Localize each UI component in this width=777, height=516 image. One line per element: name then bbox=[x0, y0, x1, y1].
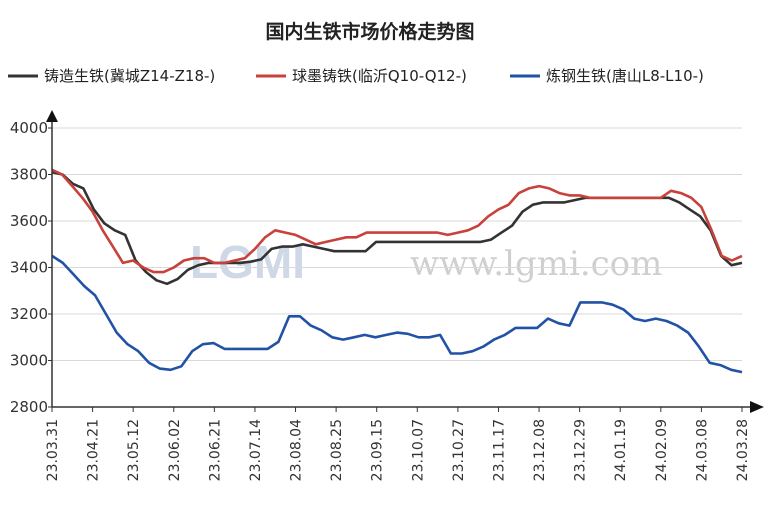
x-tick-label: 23.04.21 bbox=[86, 419, 102, 481]
legend-label-1: 铸造生铁(冀城Z14-Z18-) bbox=[44, 67, 215, 85]
x-tick-label: 23.08.25 bbox=[329, 419, 345, 481]
series-line-3 bbox=[51, 254, 743, 374]
x-tick-label: 23.07.14 bbox=[248, 419, 264, 481]
x-tick-label: 23.03.31 bbox=[45, 419, 61, 481]
y-axis-arrow bbox=[46, 110, 58, 122]
x-tick-label: 23.06.21 bbox=[207, 419, 223, 481]
x-tick-label: 23.05.12 bbox=[126, 419, 142, 481]
y-tick-label: 3000 bbox=[10, 352, 48, 370]
chart-title: 国内生铁市场价格走势图 bbox=[265, 20, 474, 43]
series-line-2 bbox=[51, 168, 743, 274]
grid bbox=[52, 127, 742, 361]
legend-label-3: 炼钢生铁(唐山L8-L10-) bbox=[546, 67, 704, 85]
y-tick-label: 3800 bbox=[10, 166, 48, 184]
x-tick-label: 24.03.28 bbox=[735, 419, 751, 481]
y-tick-label: 4000 bbox=[10, 119, 48, 137]
x-tick-label: 23.06.02 bbox=[167, 419, 183, 481]
x-axis-ticks: 23.03.31 23.04.21 23.05.12 23.06.02 23.06.21… bbox=[45, 407, 751, 481]
y-tick-label: 2800 bbox=[10, 398, 48, 416]
x-tick-label: 23.12.29 bbox=[573, 419, 589, 481]
axes bbox=[46, 110, 764, 413]
x-tick-label: 24.03.08 bbox=[694, 419, 710, 481]
x-tick-label: 23.08.04 bbox=[289, 419, 305, 481]
x-tick-label: 23.12.08 bbox=[532, 419, 548, 481]
watermark-url: www.lgmi.com bbox=[410, 244, 662, 284]
y-tick-label: 3600 bbox=[10, 212, 48, 230]
series-lines bbox=[51, 168, 743, 374]
x-axis-arrow bbox=[750, 401, 764, 413]
y-axis-ticks: 2800 3000 3200 3400 3600 3800 4000 bbox=[10, 119, 52, 416]
legend-label-2: 球墨铸铁(临沂Q10-Q12-) bbox=[292, 67, 467, 85]
x-tick-label: 24.01.19 bbox=[613, 419, 629, 481]
x-tick-label: 23.10.07 bbox=[410, 419, 426, 481]
x-tick-label: 23.09.15 bbox=[370, 419, 386, 481]
x-tick-label: 23.10.27 bbox=[451, 419, 467, 481]
legend: 铸造生铁(冀城Z14-Z18-) 球墨铸铁(临沂Q10-Q12-) 炼钢生铁(唐山L… bbox=[8, 67, 704, 85]
x-tick-label: 24.02.09 bbox=[654, 419, 670, 481]
y-tick-label: 3400 bbox=[10, 259, 48, 277]
x-tick-label: 23.11.17 bbox=[491, 419, 507, 481]
y-tick-label: 3200 bbox=[10, 305, 48, 323]
